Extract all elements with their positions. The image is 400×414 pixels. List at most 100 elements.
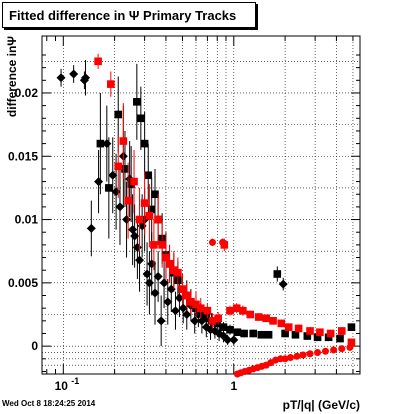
data-point-circle bbox=[321, 347, 329, 355]
x-tick-label: 1 bbox=[230, 379, 237, 393]
data-point-square bbox=[249, 329, 258, 338]
data-point-square bbox=[121, 165, 129, 173]
y-tick-label: 0.01 bbox=[15, 213, 39, 227]
y-tick-label: 0.02 bbox=[15, 86, 39, 100]
data-point-square bbox=[145, 211, 154, 220]
data-point-square bbox=[107, 80, 115, 88]
data-point-square bbox=[264, 330, 273, 339]
data-point-square bbox=[303, 332, 312, 340]
data-point-square bbox=[144, 171, 153, 180]
data-point-square bbox=[137, 114, 145, 123]
data-point-square bbox=[294, 324, 303, 333]
data-point-square bbox=[326, 329, 335, 338]
data-point-square bbox=[140, 139, 149, 148]
data-point-diamond bbox=[223, 335, 233, 345]
data-point-circle bbox=[346, 343, 354, 351]
data-point-diamond bbox=[278, 279, 288, 289]
data-point-square bbox=[124, 196, 132, 205]
data-point-square bbox=[154, 215, 162, 224]
data-point-square bbox=[203, 306, 212, 315]
data-point-square bbox=[140, 199, 149, 207]
data-point-diamond bbox=[69, 69, 79, 79]
data-point-diamond bbox=[182, 310, 192, 320]
data-point-square bbox=[347, 338, 356, 347]
data-point-circle bbox=[286, 354, 294, 362]
data-point-diamond bbox=[150, 288, 160, 298]
data-point-square bbox=[114, 110, 123, 119]
y-tick-label: 0.005 bbox=[8, 276, 38, 290]
data-point-square bbox=[151, 190, 159, 199]
data-point-square bbox=[313, 333, 322, 342]
data-point-diamond bbox=[170, 306, 180, 316]
data-point-square bbox=[214, 314, 222, 323]
data-point-square bbox=[119, 137, 128, 145]
data-point-square bbox=[174, 268, 182, 277]
data-point-circle bbox=[293, 352, 301, 360]
y-tick-label: 0.015 bbox=[8, 149, 38, 163]
data-point-circle bbox=[281, 355, 289, 363]
x-tick-label: 10 bbox=[55, 379, 69, 393]
data-point-square bbox=[284, 323, 293, 331]
data-point-square bbox=[254, 313, 263, 321]
data-point-square bbox=[233, 328, 242, 337]
data-point-diamond bbox=[178, 303, 188, 313]
data-point-square bbox=[257, 330, 266, 339]
data-point-diamond bbox=[115, 202, 125, 212]
data-point-square bbox=[150, 241, 158, 249]
data-point-square bbox=[232, 304, 241, 312]
data-point-square bbox=[291, 330, 300, 339]
data-point-square bbox=[165, 260, 174, 268]
data-point-square bbox=[281, 329, 289, 338]
data-point-diamond bbox=[190, 316, 200, 326]
data-point-square bbox=[94, 57, 102, 66]
data-point-square bbox=[208, 317, 217, 325]
data-point-square bbox=[192, 300, 200, 309]
data-point-square bbox=[135, 215, 144, 224]
data-point-square bbox=[196, 304, 205, 312]
timestamp: Wed Oct 8 18:24:25 2014 bbox=[2, 399, 96, 408]
data-point-square bbox=[105, 184, 113, 192]
data-point-diamond bbox=[163, 297, 173, 307]
data-point-diamond bbox=[56, 73, 66, 83]
data-point-square bbox=[269, 317, 277, 325]
data-point-square bbox=[246, 310, 255, 319]
data-point-square bbox=[170, 266, 178, 274]
data-point-diamond bbox=[156, 316, 166, 326]
data-point-square bbox=[162, 253, 170, 262]
data-point-square bbox=[277, 319, 286, 328]
data-point-square bbox=[187, 298, 195, 306]
data-point-square bbox=[133, 98, 141, 106]
data-point-diamond bbox=[135, 255, 145, 265]
data-point-square bbox=[213, 319, 222, 328]
data-point-diamond bbox=[159, 278, 169, 288]
y-axis-title: difference inΨ bbox=[5, 36, 19, 117]
data-point-square bbox=[226, 306, 234, 315]
data-point-square bbox=[182, 291, 191, 300]
data-point-square bbox=[96, 139, 105, 148]
data-point-square bbox=[262, 314, 271, 323]
data-point-square bbox=[130, 177, 138, 186]
data-point-diamond bbox=[122, 215, 132, 225]
x-axis-title: pT/|q| (GeV/c) bbox=[283, 398, 360, 412]
data-point-square bbox=[306, 327, 314, 335]
data-point-circle bbox=[299, 351, 307, 359]
data-point-square bbox=[273, 270, 282, 278]
data-point-diamond bbox=[174, 293, 184, 303]
data-point-circle bbox=[314, 348, 322, 356]
data-point-circle bbox=[338, 345, 346, 353]
data-point-circle bbox=[306, 350, 314, 358]
chart-title: Fitted difference in Ψ Primary Tracks bbox=[2, 2, 256, 28]
data-point-square bbox=[336, 334, 344, 343]
data-point-square bbox=[226, 325, 234, 334]
data-point-square bbox=[240, 329, 248, 338]
data-point-square bbox=[347, 323, 356, 331]
data-point-diamond bbox=[130, 231, 140, 241]
data-point-diamond bbox=[229, 335, 239, 345]
data-point-diamond bbox=[108, 170, 118, 180]
data-point-square bbox=[178, 285, 187, 293]
y-tick-label: 0 bbox=[31, 339, 38, 353]
data-point-circle bbox=[330, 346, 338, 354]
data-point-diamond bbox=[81, 73, 91, 83]
data-point-circle bbox=[208, 238, 216, 246]
